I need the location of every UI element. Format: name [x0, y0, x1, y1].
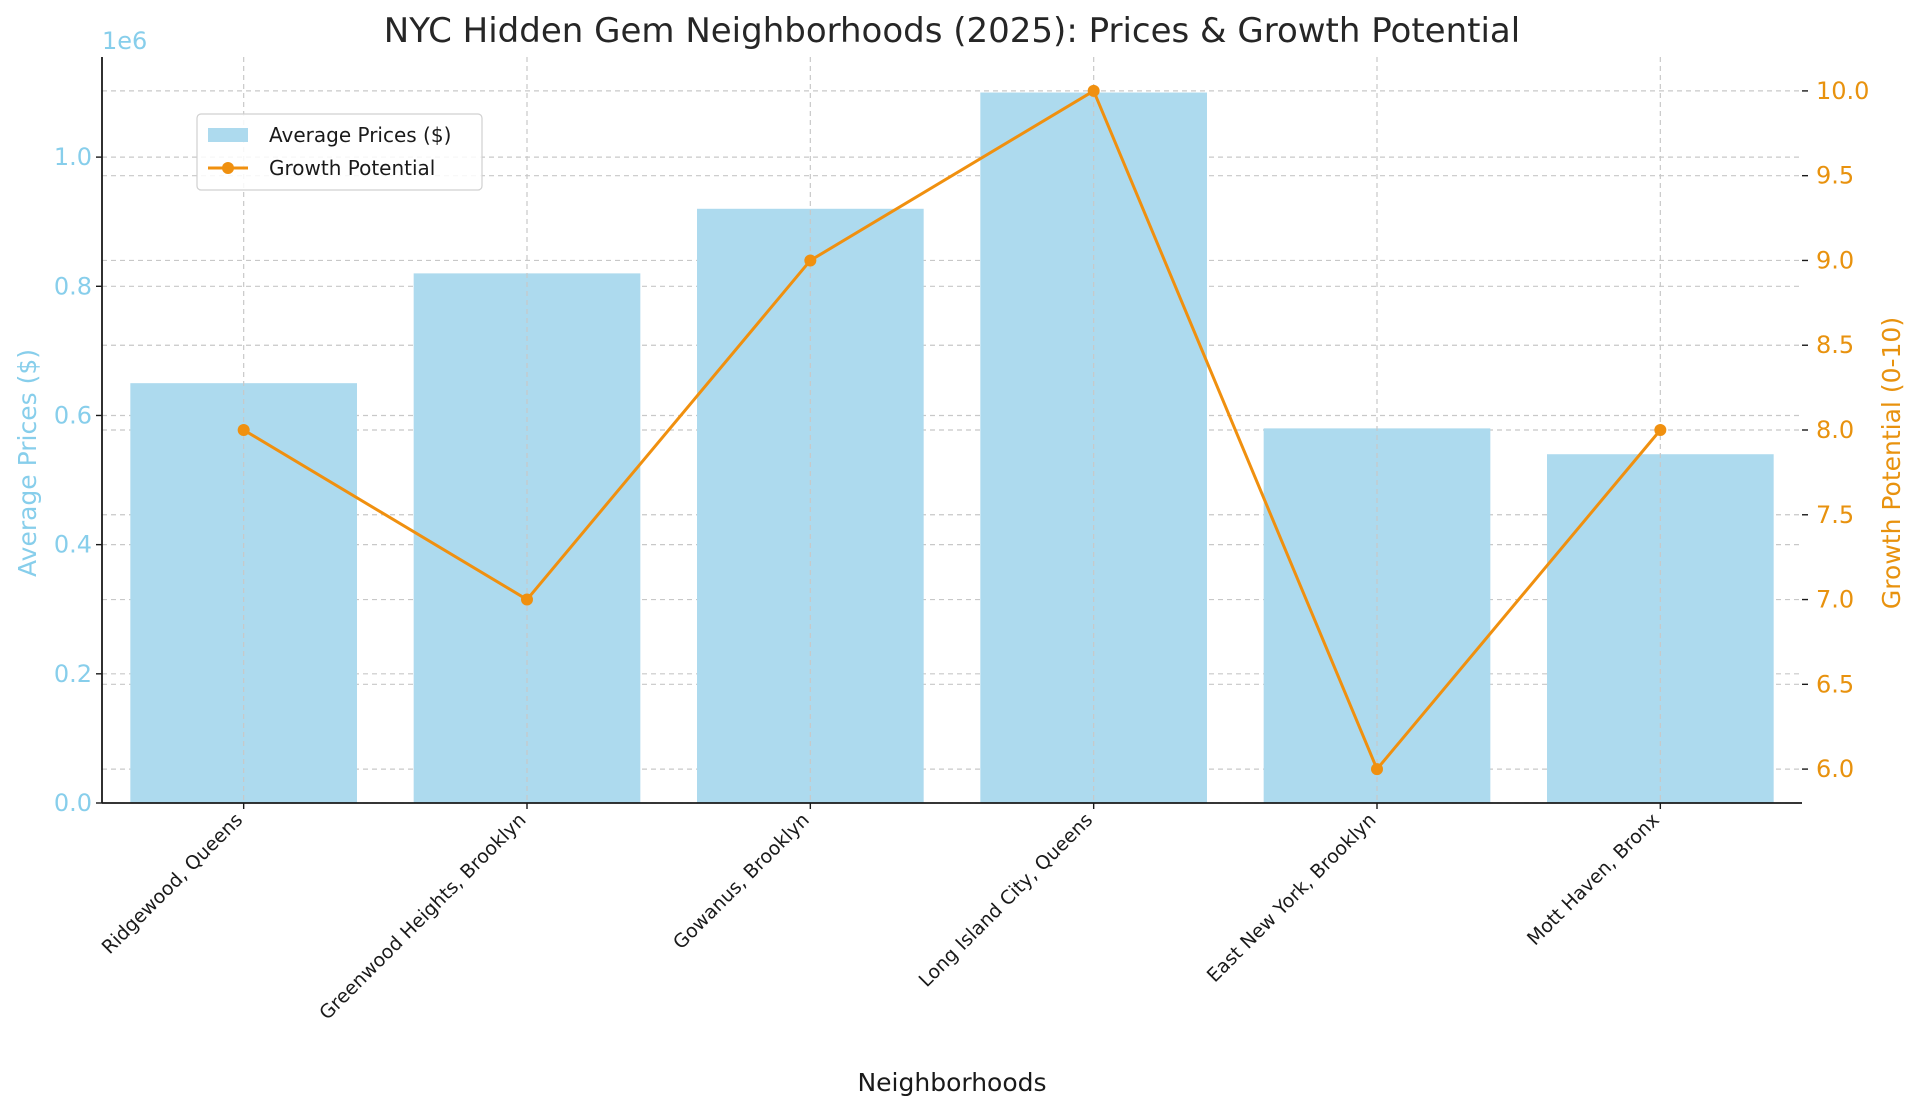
y-left-axis-label: Average Prices ($) — [13, 349, 42, 577]
y-right-tick-label: 8.5 — [1816, 331, 1854, 359]
y-left-tick-label: 0.0 — [54, 789, 92, 817]
bars-layer — [130, 57, 1774, 804]
y-right-tick-label: 7.0 — [1816, 586, 1854, 614]
bar — [697, 208, 924, 803]
chart-title: NYC Hidden Gem Neighborhoods (2025): Pri… — [384, 11, 1520, 51]
line-layer — [237, 84, 1667, 776]
y-right-axis-label: Growth Potential (0-10) — [1877, 317, 1906, 609]
growth-point — [1654, 424, 1667, 436]
y-right-tick-label: 6.5 — [1816, 670, 1854, 698]
y-left-tick-label: 0.4 — [54, 531, 92, 559]
x-tick-label: Gowanus, Brooklyn — [669, 809, 814, 954]
y-right-tick-label: 6.0 — [1816, 755, 1854, 783]
y-right-tick-label: 10.0 — [1816, 77, 1869, 105]
legend-frame — [196, 113, 483, 191]
y-left-tick-label: 0.2 — [54, 660, 92, 688]
y-right-tick-label: 9.5 — [1816, 162, 1854, 190]
x-tick-label: East New York, Brooklyn — [1203, 809, 1381, 987]
growth-point — [804, 254, 817, 267]
y-left-tick-label: 1.0 — [54, 143, 92, 171]
growth-point — [521, 593, 533, 606]
y-right-tick-label: 9.0 — [1816, 246, 1854, 274]
growth-point — [237, 424, 250, 436]
y-right-tick-label: 7.5 — [1816, 501, 1854, 529]
x-tick-label: Mott Haven, Bronx — [1523, 809, 1664, 950]
x-axis-label: Neighborhoods — [857, 1068, 1046, 1097]
y-left-offset-label: 1e6 — [102, 27, 147, 55]
growth-point — [1087, 84, 1100, 97]
legend-label-bar: Average Prices ($) — [269, 123, 451, 147]
legend-swatch-bar — [208, 128, 248, 142]
y-right-tick-label: 8.0 — [1816, 416, 1854, 444]
x-tick-label: Ridgewood, Queens — [98, 809, 248, 959]
x-tick-label: Long Island City, Queens — [915, 809, 1098, 992]
y-left-tick-label: 0.6 — [54, 401, 92, 429]
legend: Average Prices ($) Growth Potential — [196, 113, 483, 191]
y-left-tick-label: 0.8 — [54, 272, 92, 300]
growth-point — [1371, 763, 1383, 776]
legend-swatch-marker — [222, 162, 234, 174]
axes-layer — [101, 57, 1802, 804]
x-tick-label: Greenwood Heights, Brooklyn — [315, 809, 530, 1024]
growth-line — [242, 89, 1662, 771]
legend-label-line: Growth Potential — [269, 156, 435, 180]
